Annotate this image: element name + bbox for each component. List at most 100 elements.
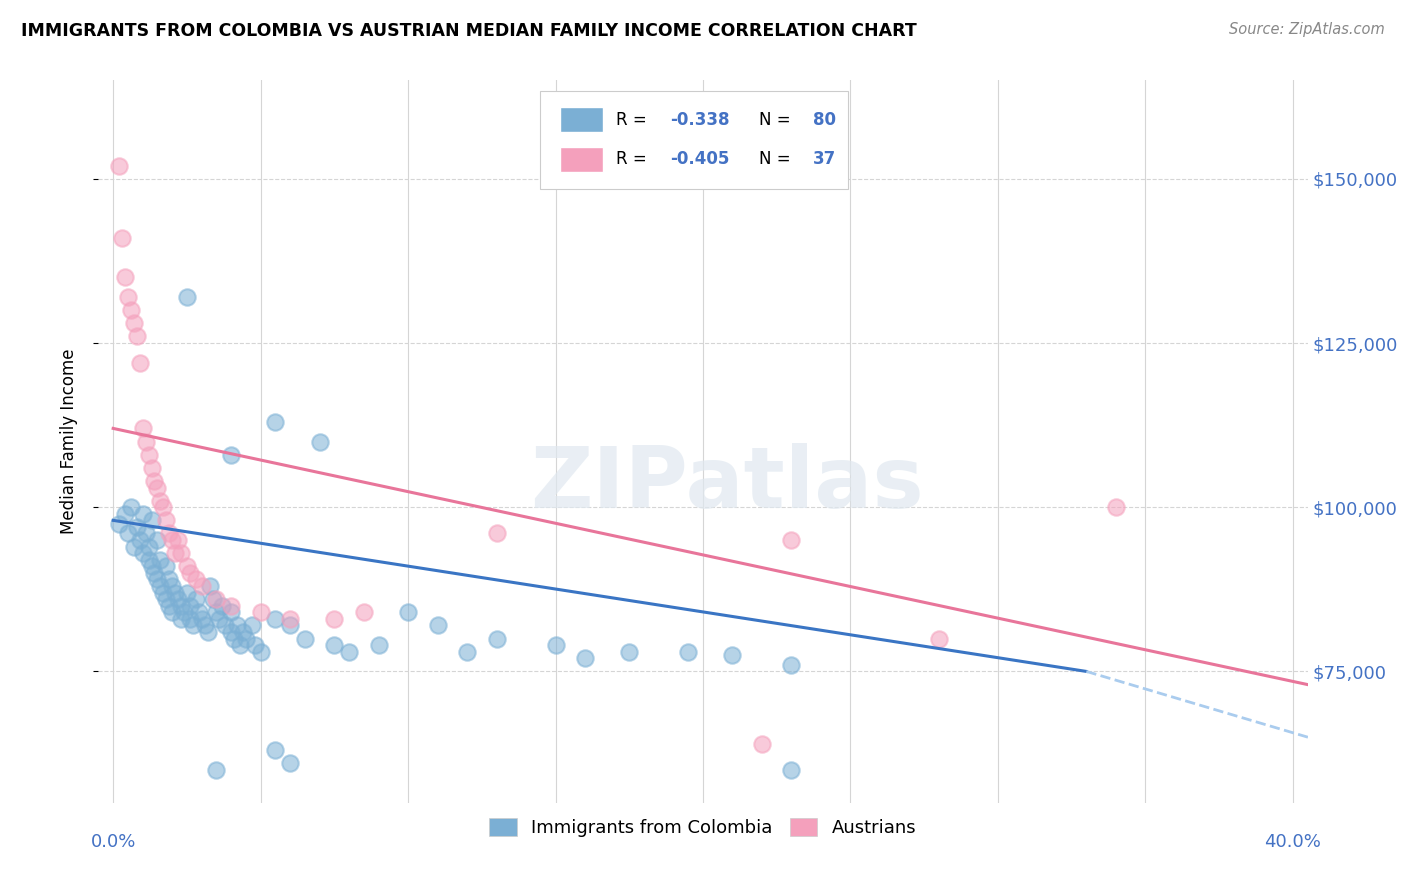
Point xyxy=(780,763,803,777)
FancyBboxPatch shape xyxy=(561,147,603,172)
Point xyxy=(294,632,316,646)
Point xyxy=(222,632,245,646)
Point xyxy=(131,546,153,560)
Point xyxy=(108,516,131,531)
Point xyxy=(122,540,145,554)
Point xyxy=(264,612,287,626)
Point xyxy=(214,618,236,632)
Text: 40.0%: 40.0% xyxy=(1264,833,1322,851)
Point xyxy=(149,553,172,567)
Text: Source: ZipAtlas.com: Source: ZipAtlas.com xyxy=(1229,22,1385,37)
Point xyxy=(721,648,744,662)
Point xyxy=(179,612,201,626)
Point xyxy=(155,513,177,527)
Point xyxy=(219,599,242,613)
Point xyxy=(574,651,596,665)
Point xyxy=(141,460,163,475)
Point xyxy=(170,599,193,613)
Point xyxy=(619,645,641,659)
Text: -0.338: -0.338 xyxy=(671,111,730,128)
Point xyxy=(176,585,198,599)
Point xyxy=(167,592,190,607)
Point xyxy=(308,434,330,449)
Text: R =: R = xyxy=(616,151,652,169)
Text: -0.405: -0.405 xyxy=(671,151,730,169)
Point xyxy=(152,500,174,515)
Point xyxy=(125,520,148,534)
Point xyxy=(235,632,257,646)
Point xyxy=(678,645,700,659)
Point xyxy=(179,566,201,580)
Point xyxy=(131,421,153,435)
Point xyxy=(337,645,360,659)
Point xyxy=(249,605,271,619)
Point xyxy=(194,618,217,632)
FancyBboxPatch shape xyxy=(540,91,848,189)
Point xyxy=(160,605,183,619)
Point xyxy=(211,599,233,613)
Point xyxy=(155,559,177,574)
Point xyxy=(278,756,301,771)
Point xyxy=(219,448,242,462)
Point xyxy=(146,533,169,547)
Point xyxy=(264,743,287,757)
Point xyxy=(143,566,166,580)
Point xyxy=(205,763,228,777)
Point xyxy=(226,618,249,632)
Point xyxy=(751,737,773,751)
Point xyxy=(149,493,172,508)
Point xyxy=(141,513,163,527)
Point xyxy=(170,612,193,626)
Point xyxy=(184,573,207,587)
Point xyxy=(138,540,160,554)
Point xyxy=(456,645,478,659)
Point xyxy=(323,612,346,626)
Point xyxy=(200,579,222,593)
Point xyxy=(135,526,157,541)
Point xyxy=(160,579,183,593)
Point xyxy=(544,638,567,652)
Point xyxy=(160,533,183,547)
Point xyxy=(353,605,375,619)
Point xyxy=(219,605,242,619)
Y-axis label: Median Family Income: Median Family Income xyxy=(59,349,77,534)
Point xyxy=(187,605,209,619)
Point xyxy=(184,592,207,607)
Point xyxy=(485,526,508,541)
Point xyxy=(229,638,252,652)
Point xyxy=(128,533,150,547)
Point xyxy=(240,618,263,632)
Point xyxy=(120,303,142,318)
Point xyxy=(157,573,180,587)
Text: N =: N = xyxy=(759,151,796,169)
Point xyxy=(396,605,419,619)
Point xyxy=(323,638,346,652)
Point xyxy=(190,579,212,593)
Point xyxy=(165,546,187,560)
Point xyxy=(108,159,131,173)
Point xyxy=(780,533,803,547)
Point xyxy=(485,632,508,646)
Point xyxy=(1105,500,1128,515)
Point xyxy=(205,605,228,619)
Text: 0.0%: 0.0% xyxy=(90,833,136,851)
Text: 37: 37 xyxy=(813,151,837,169)
Point xyxy=(114,507,136,521)
Point xyxy=(232,625,254,640)
Point xyxy=(249,645,271,659)
Point xyxy=(157,599,180,613)
Text: R =: R = xyxy=(616,111,652,128)
Point xyxy=(181,618,204,632)
Point xyxy=(146,481,169,495)
Point xyxy=(146,573,169,587)
Point xyxy=(120,500,142,515)
Point xyxy=(176,290,198,304)
Point xyxy=(165,585,187,599)
Point xyxy=(167,533,190,547)
Text: IMMIGRANTS FROM COLOMBIA VS AUSTRIAN MEDIAN FAMILY INCOME CORRELATION CHART: IMMIGRANTS FROM COLOMBIA VS AUSTRIAN MED… xyxy=(21,22,917,40)
Text: 80: 80 xyxy=(813,111,837,128)
Point xyxy=(138,448,160,462)
Legend: Immigrants from Colombia, Austrians: Immigrants from Colombia, Austrians xyxy=(482,811,924,845)
Point xyxy=(131,507,153,521)
Point xyxy=(152,585,174,599)
